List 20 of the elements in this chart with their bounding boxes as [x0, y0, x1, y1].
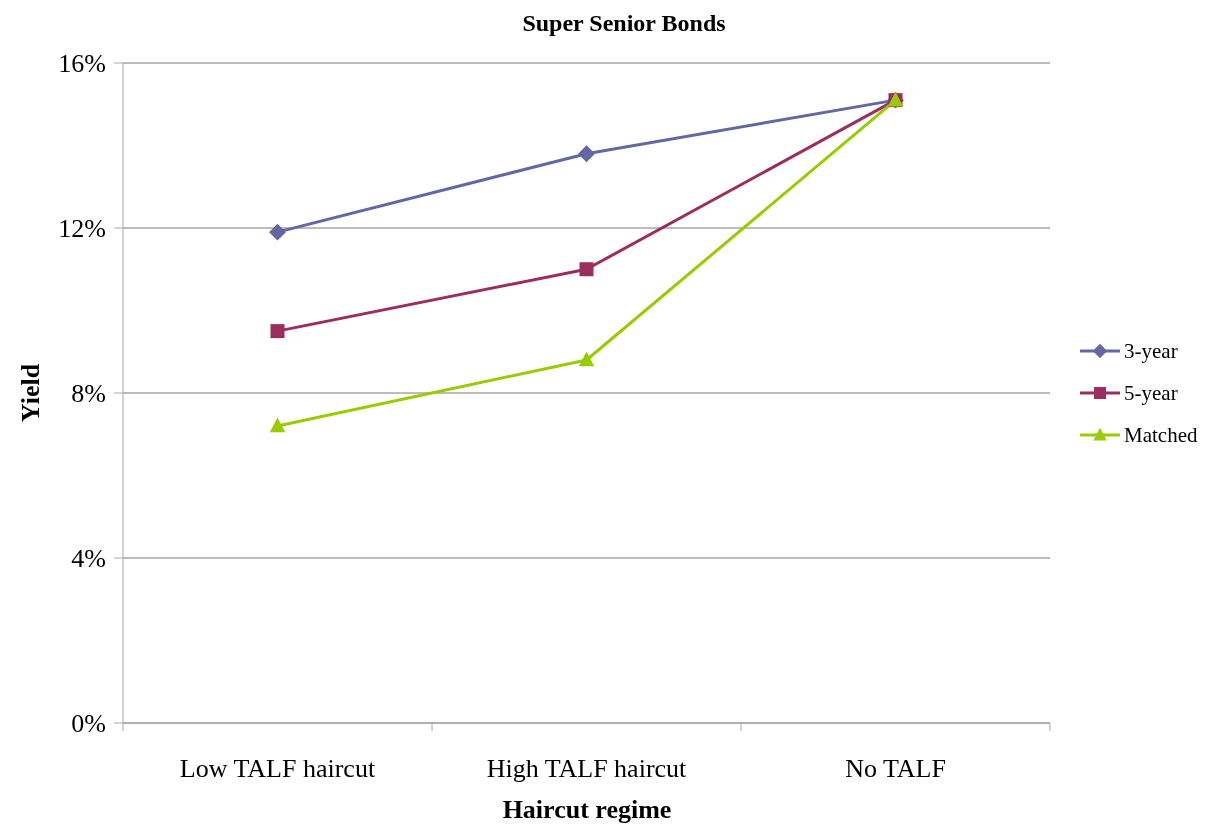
point — [269, 417, 286, 433]
x-tick-label: High TALF haircut — [486, 754, 688, 783]
chart-title: Super Senior Bonds — [522, 10, 726, 37]
x-tick-label: Low TALF haircut — [179, 754, 376, 783]
point — [579, 262, 594, 277]
y-axis-title: Yield — [16, 363, 46, 423]
legend-label: Matched — [1124, 422, 1198, 448]
x-axis-title: Haircut regime — [502, 795, 672, 825]
legend-label: 3-year — [1124, 338, 1178, 364]
y-tick-label: 4% — [71, 544, 106, 574]
point — [578, 351, 595, 367]
y-tick-label: 0% — [71, 709, 106, 739]
y-tick-label: 12% — [58, 214, 106, 244]
point — [270, 324, 285, 339]
y-tick-label: 16% — [58, 49, 106, 79]
y-tick-label: 8% — [71, 379, 106, 409]
point — [269, 223, 286, 241]
x-tick-label: No TALF — [845, 754, 946, 783]
legend-label: 5-year — [1124, 380, 1178, 406]
point — [578, 145, 595, 163]
